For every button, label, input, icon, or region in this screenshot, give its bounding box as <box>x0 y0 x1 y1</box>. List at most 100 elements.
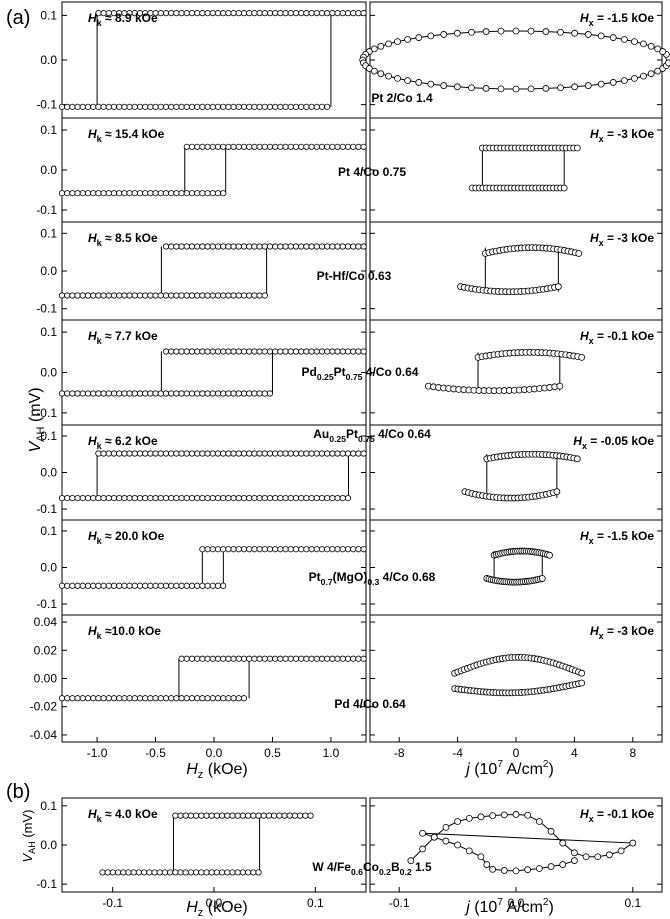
data-point <box>344 143 352 150</box>
data-point <box>266 103 274 110</box>
hk-symbol: H <box>88 329 97 343</box>
data-point <box>214 292 222 299</box>
data-point <box>135 869 143 876</box>
data-point <box>168 103 175 110</box>
x-tick-label: -0.1 <box>389 896 410 910</box>
data-point <box>318 546 326 553</box>
data-point <box>199 292 206 299</box>
data-point <box>214 546 222 553</box>
data-point <box>303 143 310 150</box>
hk-symbol: H <box>88 807 97 821</box>
data-point <box>240 292 248 299</box>
data-point <box>136 292 144 299</box>
data-point <box>377 42 385 50</box>
data-point <box>225 348 232 355</box>
data-point <box>95 695 102 702</box>
data-point <box>266 546 274 553</box>
data-point <box>95 292 102 299</box>
data-point <box>214 450 222 457</box>
data-point <box>318 243 326 250</box>
data-point <box>168 243 175 250</box>
data-point <box>142 582 149 589</box>
sample-label: Pd 4/Co 0.64 <box>334 697 406 711</box>
x-tick-label: 0.5 <box>264 746 281 760</box>
data-point <box>204 190 211 197</box>
data-point <box>116 390 123 397</box>
data-point <box>324 348 331 355</box>
data-point <box>240 494 248 502</box>
x-tick-label: 0.0 <box>508 896 525 910</box>
data-point <box>647 42 655 50</box>
data-point <box>385 40 392 48</box>
data-point <box>404 36 412 43</box>
data-point <box>157 494 164 502</box>
data-point <box>219 869 226 876</box>
data-point <box>209 494 216 502</box>
data-point <box>251 243 258 250</box>
data-point <box>654 45 662 53</box>
data-point <box>204 695 211 702</box>
data-point <box>324 243 331 250</box>
data-point <box>177 812 184 819</box>
data-point <box>204 582 211 589</box>
data-point <box>277 655 284 662</box>
data-point <box>272 450 279 457</box>
data-point <box>360 546 367 553</box>
hx-label: Hx = -0.05 kOe <box>573 434 654 451</box>
data-point <box>79 494 86 502</box>
data-point <box>209 190 216 197</box>
data-point <box>597 80 605 88</box>
data-point <box>152 190 159 197</box>
data-point <box>199 546 206 553</box>
data-point <box>240 348 248 355</box>
data-point <box>303 655 310 662</box>
data-point <box>100 390 107 397</box>
data-point <box>110 582 118 589</box>
data-point <box>308 103 315 110</box>
data-point <box>178 103 185 110</box>
data-point <box>292 546 300 553</box>
data-point <box>584 31 592 38</box>
data-point <box>287 450 294 457</box>
hx-value: = -0.1 kOe <box>594 329 655 343</box>
data-point <box>230 546 237 553</box>
data-point <box>266 143 274 150</box>
data-point <box>220 695 227 702</box>
data-point <box>105 450 112 457</box>
data-point <box>287 494 294 502</box>
y-tick-label: 0.0 <box>40 53 57 67</box>
data-point <box>225 292 232 299</box>
data-point <box>183 243 190 250</box>
data-point <box>58 695 66 702</box>
y-axis-label-a: VAH (mV) <box>27 387 47 452</box>
sample-label-part: Pt <box>334 365 346 379</box>
data-point <box>121 292 128 299</box>
x-tick-label: 0.1 <box>307 896 324 910</box>
data-point <box>126 292 133 299</box>
data-point <box>79 582 86 589</box>
y-tick-label: 0.1 <box>40 226 57 240</box>
data-point <box>303 103 310 110</box>
hk-symbol: H <box>88 529 97 543</box>
hk-subscript: k <box>97 814 103 824</box>
data-point <box>329 546 336 553</box>
data-point <box>147 103 154 110</box>
y-tick-label: -0.1 <box>36 302 57 316</box>
data-point <box>308 143 315 150</box>
data-point <box>173 292 180 299</box>
data-point <box>324 10 331 17</box>
data-point <box>183 103 190 110</box>
data-point <box>339 143 346 150</box>
data-point <box>225 546 232 553</box>
data-point <box>168 190 175 197</box>
data-point <box>489 812 497 820</box>
hx-label: Hx = -3 kOe <box>590 127 654 144</box>
data-point <box>594 853 602 861</box>
data-point <box>575 250 583 257</box>
data-point <box>131 390 138 397</box>
data-point <box>256 546 263 553</box>
hk-symbol: H <box>88 127 97 141</box>
sample-label-part: 0.2 <box>379 867 391 877</box>
data-point <box>277 10 284 17</box>
data-point <box>385 72 392 80</box>
